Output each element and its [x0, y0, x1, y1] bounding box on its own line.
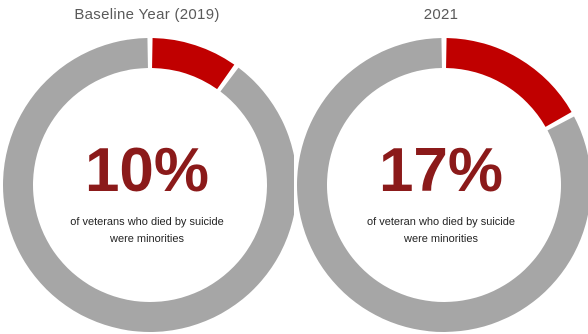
caption-2021: of veteran who died by suicide were mino…	[294, 214, 588, 248]
donut-chart-2019: Baseline Year (2019) 10% of veterans who…	[0, 6, 294, 332]
donut-svg-2021	[297, 38, 588, 332]
center-percentage-2019: 10%	[84, 136, 210, 205]
donut-slice-minorities	[152, 38, 235, 90]
caption-line1-2021: of veteran who died by suicide	[367, 216, 515, 228]
donut-svg-2019	[3, 38, 294, 332]
center-percentage-2021: 17%	[378, 136, 504, 205]
caption-line2-2019: were minorities	[110, 233, 184, 245]
caption-line2-2021: were minorities	[404, 233, 478, 245]
chart-title-2019: Baseline Year (2019)	[74, 6, 220, 23]
chart-title-2021: 2021	[423, 6, 459, 23]
donut-chart-2021: 2021 17% of veteran who died by suicide …	[294, 0, 588, 334]
caption-line1-2019: of veterans who died by suicide	[70, 216, 224, 228]
donut-slice-minorities	[446, 38, 572, 127]
caption-2019: of veterans who died by suicide were min…	[0, 214, 294, 248]
